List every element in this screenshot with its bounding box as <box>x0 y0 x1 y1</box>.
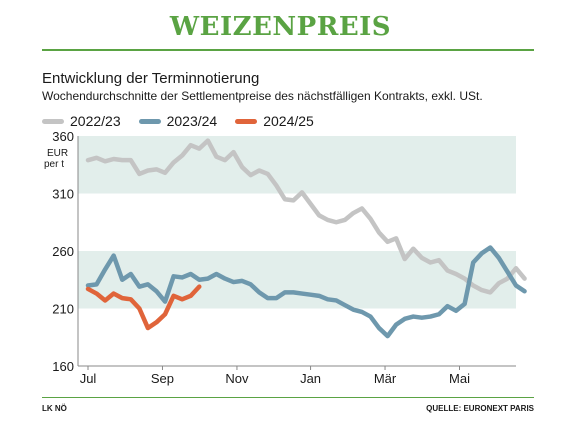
page-title: WEIZENPREIS <box>169 12 392 42</box>
x-tick-label: Jul <box>80 371 97 386</box>
y-axis-unit: EUR <box>47 148 68 159</box>
x-tick-label: Sep <box>151 371 174 386</box>
legend-swatch <box>138 118 161 124</box>
footer-divider <box>42 397 534 398</box>
y-tick-label: 260 <box>52 244 74 259</box>
title-divider <box>42 49 534 51</box>
grid-band-1 <box>78 136 516 194</box>
x-tick-label: Mai <box>449 371 470 386</box>
chart-bands <box>78 136 516 309</box>
legend-item-2024-25: 2024/25 <box>235 113 314 129</box>
legend-label: 2024/25 <box>263 113 314 129</box>
y-tick-label: 160 <box>52 359 74 374</box>
x-tick-label: Mär <box>374 371 397 386</box>
series-line-2022-23 <box>85 138 527 295</box>
series-line-2023-24 <box>85 245 527 339</box>
footer-source: QUELLE: EURONEXT PARIS <box>426 404 534 413</box>
chart-series <box>85 138 527 339</box>
chart-title: Entwicklung der Terminnotierung <box>42 70 260 87</box>
x-tick-label: Nov <box>225 371 249 386</box>
legend-swatch <box>235 118 258 124</box>
chart-legend: 2022/23 2023/24 2024/25 <box>42 112 332 130</box>
legend-item-2022-23: 2022/23 <box>42 113 121 129</box>
x-axis: Jul Sep Nov Jan Mär Mai <box>78 365 516 386</box>
legend-label: 2023/24 <box>166 113 218 129</box>
y-tick-label: 360 <box>52 129 74 144</box>
legend-swatch <box>42 118 64 124</box>
legend-label: 2022/23 <box>70 113 121 129</box>
x-tick-label: Jan <box>300 371 321 386</box>
footer-credit: LK NÖ <box>42 404 67 413</box>
grid-band-0 <box>78 251 516 309</box>
y-tick-label: 310 <box>52 187 74 202</box>
y-axis-unit: per t <box>44 159 64 170</box>
y-tick-label: 210 <box>52 302 74 317</box>
chart-subtitle: Wochendurchschnitte der Settlementpreise… <box>42 89 483 103</box>
legend-item-2023-24: 2023/24 <box>138 113 218 129</box>
series-line-2024-25 <box>85 284 202 331</box>
